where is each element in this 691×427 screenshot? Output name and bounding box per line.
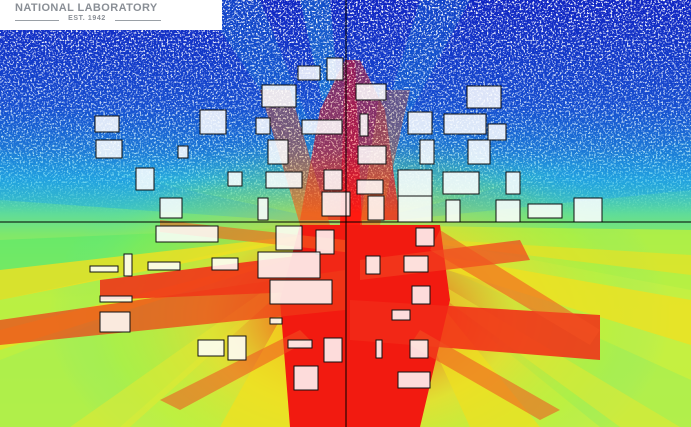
building-footprint-icon	[211, 257, 239, 271]
building-footprint-icon	[367, 195, 385, 221]
logo-subtitle: EST. 1942	[68, 15, 106, 22]
building-footprint-icon	[442, 171, 480, 195]
building-footprint-icon	[89, 265, 119, 273]
building-footprint-icon	[323, 169, 343, 191]
building-footprint-icon	[397, 169, 433, 197]
building-footprint-icon	[293, 365, 319, 391]
building-footprint-icon	[94, 115, 120, 133]
building-footprint-icon	[261, 84, 297, 108]
logo-rule-left	[15, 20, 59, 21]
building-footprint-icon	[267, 139, 289, 165]
building-footprint-icon	[297, 65, 321, 81]
building-footprint-icon	[443, 113, 487, 135]
building-footprint-icon	[255, 117, 271, 135]
building-footprint-icon	[403, 255, 429, 273]
building-footprint-icon	[357, 145, 387, 165]
building-footprint-icon	[495, 199, 521, 223]
building-footprint-icon	[155, 225, 219, 243]
building-footprint-icon	[265, 171, 303, 189]
lab-logo: NATIONAL LABORATORY EST. 1942	[0, 0, 222, 30]
building-footprints	[89, 57, 603, 391]
building-footprint-icon	[99, 311, 131, 333]
building-footprint-icon	[99, 295, 133, 303]
building-footprint-icon	[287, 339, 313, 349]
building-footprint-icon	[321, 191, 351, 217]
building-footprint-icon	[411, 285, 431, 305]
building-footprint-icon	[505, 171, 521, 195]
building-footprint-icon	[573, 197, 603, 223]
building-footprint-icon	[409, 339, 429, 359]
logo-rule-right	[115, 20, 161, 21]
building-footprint-icon	[159, 197, 183, 219]
building-footprint-icon	[467, 139, 491, 165]
building-footprint-icon	[227, 335, 247, 361]
building-footprint-icon	[415, 227, 435, 247]
building-footprint-icon	[445, 199, 461, 223]
building-footprint-icon	[397, 371, 431, 389]
building-footprint-icon	[257, 197, 269, 221]
building-footprint-icon	[275, 225, 303, 251]
logo-title: NATIONAL LABORATORY	[15, 2, 158, 14]
building-footprint-icon	[315, 229, 335, 255]
building-footprint-icon	[301, 119, 343, 135]
building-footprint-icon	[391, 309, 411, 321]
building-footprint-icon	[199, 109, 227, 135]
building-footprint-icon	[487, 123, 507, 141]
building-footprint-icon	[95, 139, 123, 159]
building-footprint-icon	[177, 145, 189, 159]
building-footprint-icon	[397, 195, 433, 223]
building-footprint-icon	[197, 339, 225, 357]
building-footprint-icon	[527, 203, 563, 219]
building-footprint-icon	[407, 111, 433, 135]
building-footprint-icon	[326, 57, 344, 81]
building-footprint-icon	[419, 139, 435, 165]
building-footprint-icon	[356, 179, 384, 195]
building-footprint-icon	[257, 251, 321, 279]
building-footprint-icon	[466, 85, 502, 109]
building-footprint-icon	[135, 167, 155, 191]
building-footprint-icon	[323, 337, 343, 363]
building-footprint-icon	[355, 83, 387, 101]
building-footprint-icon	[269, 279, 333, 305]
building-footprint-icon	[227, 171, 243, 187]
building-footprint-icon	[375, 339, 383, 359]
building-footprint-icon	[123, 253, 133, 277]
building-footprint-icon	[269, 317, 283, 325]
building-footprint-icon	[147, 261, 181, 271]
building-footprint-icon	[365, 255, 381, 275]
building-footprint-icon	[359, 113, 369, 137]
